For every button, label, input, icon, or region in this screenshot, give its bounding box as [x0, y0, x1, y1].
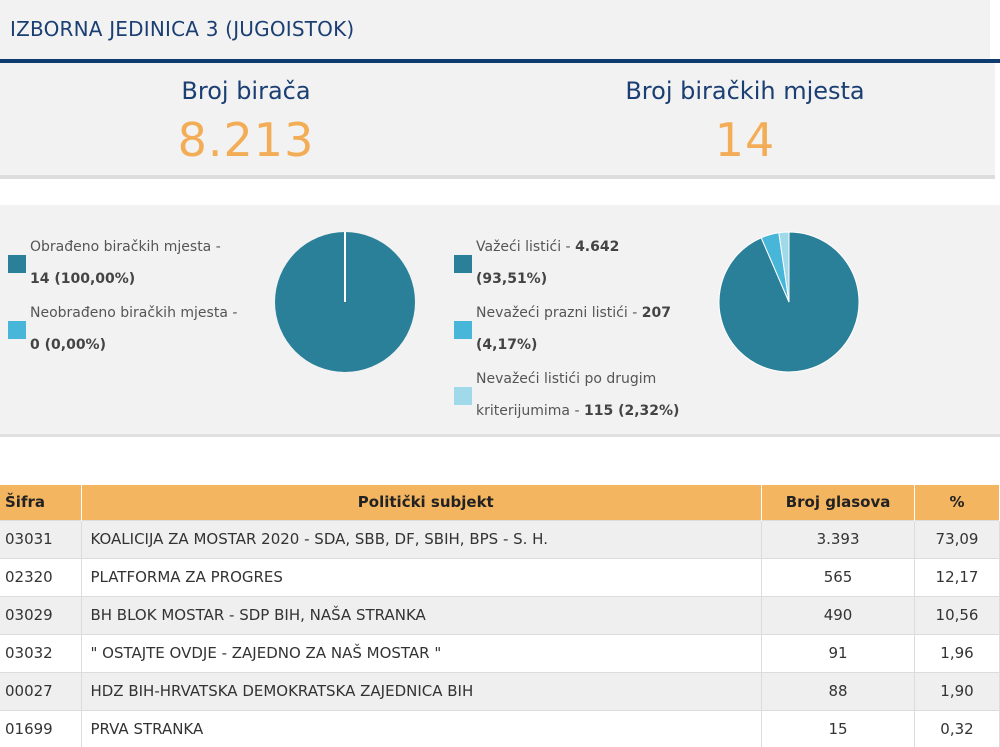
table-row[interactable]: 03031 KOALICIJA ZA MOSTAR 2020 - SDA, SB…	[0, 519, 1000, 558]
page-title: IZBORNA JEDINICA 3 (JUGOISTOK)	[10, 17, 355, 41]
table-row[interactable]: 03029 BH BLOK MOSTAR - SDP BIH, NAŠA STR…	[0, 595, 1000, 634]
row-code: 01699	[0, 709, 83, 747]
row-subject: " OSTAJTE OVDJE - ZAJEDNO ZA NAŠ MOSTAR …	[81, 633, 763, 672]
row-code: 03032	[0, 633, 83, 672]
table-row[interactable]: 03032 " OSTAJTE OVDJE - ZAJEDNO ZA NAŠ M…	[0, 633, 1000, 672]
row-votes: 490	[761, 595, 916, 634]
row-percent: 12,17	[914, 557, 1000, 596]
legend-invalid-empty-percent: (4,17%)	[476, 337, 538, 353]
legend-swatch-invalid-other	[454, 387, 472, 405]
polling-stations-pie-chart	[275, 232, 415, 372]
row-percent: 1,90	[914, 671, 1000, 710]
voters-stat: Broj birača 8.213	[46, 77, 446, 167]
legend-invalid-other-label-2: kriterijumima -	[476, 403, 584, 419]
legend-processed-value: 14 (100,00%)	[30, 271, 136, 287]
legend-swatch-processed	[8, 255, 26, 273]
legend-invalid-other: Nevažeći listići po drugim kriterijumima…	[476, 363, 679, 427]
stats-panel: Broj birača 8.213 Broj biračkih mjesta 1…	[0, 63, 995, 179]
table-row[interactable]: 02320 PLATFORMA ZA PROGRES 565 12,17	[0, 557, 1000, 596]
table-header-row: Šifra Politički subjekt Broj glasova %	[0, 485, 1000, 520]
header-subject[interactable]: Politički subjekt	[81, 485, 763, 520]
row-votes: 3.393	[761, 519, 916, 558]
legend-valid-label: Važeći listići -	[476, 239, 576, 255]
row-percent: 1,96	[914, 633, 1000, 672]
voters-label: Broj birača	[181, 77, 311, 105]
header-panel: IZBORNA JEDINICA 3 (JUGOISTOK)	[0, 0, 990, 60]
polling-stations-label: Broj biračkih mjesta	[625, 77, 865, 105]
row-code: 03031	[0, 519, 83, 558]
row-percent: 10,56	[914, 595, 1000, 634]
legend-invalid-empty-count: 207	[641, 305, 671, 321]
voters-value: 8.213	[177, 113, 315, 167]
summary-charts-panel: Obrađeno biračkih mjesta - 14 (100,00%) …	[0, 205, 1000, 437]
polling-stations-stat: Broj biračkih mjesta 14	[545, 77, 945, 167]
legend-valid-count: 4.642	[575, 239, 620, 255]
legend-processed: Obrađeno biračkih mjesta - 14 (100,00%)	[30, 231, 221, 295]
legend-invalid-empty-label: Nevažeći prazni listići -	[476, 305, 642, 321]
row-code: 02320	[0, 557, 83, 596]
header-votes[interactable]: Broj glasova	[761, 485, 916, 520]
legend-invalid-other-value: 115 (2,32%)	[583, 403, 680, 419]
legend-swatch-unprocessed	[8, 321, 26, 339]
legend-swatch-invalid-empty	[454, 321, 472, 339]
table-row[interactable]: 01699 PRVA STRANKA 15 0,32	[0, 709, 1000, 747]
legend-processed-label: Obrađeno biračkih mjesta -	[30, 239, 221, 255]
header-code[interactable]: Šifra	[0, 485, 83, 520]
row-subject: BH BLOK MOSTAR - SDP BIH, NAŠA STRANKA	[81, 595, 763, 634]
legend-valid-percent: (93,51%)	[476, 271, 548, 287]
row-subject: PLATFORMA ZA PROGRES	[81, 557, 763, 596]
header-divider	[0, 59, 1000, 63]
row-subject: HDZ BIH-HRVATSKA DEMOKRATSKA ZAJEDNICA B…	[81, 671, 763, 710]
row-votes: 565	[761, 557, 916, 596]
legend-swatch-valid	[454, 255, 472, 273]
row-subject: PRVA STRANKA	[81, 709, 763, 747]
results-table: Šifra Politički subjekt Broj glasova % 0…	[0, 485, 1000, 747]
row-code: 03029	[0, 595, 83, 634]
table-row[interactable]: 00027 HDZ BIH-HRVATSKA DEMOKRATSKA ZAJED…	[0, 671, 1000, 710]
legend-valid: Važeći listići - 4.642 (93,51%)	[476, 231, 619, 295]
legend-unprocessed-label: Neobrađeno biračkih mjesta -	[30, 305, 238, 321]
row-votes: 15	[761, 709, 916, 747]
legend-invalid-other-label: Nevažeći listići po drugim	[476, 371, 657, 387]
legend-unprocessed: Neobrađeno biračkih mjesta - 0 (0,00%)	[30, 297, 237, 361]
ballots-pie-chart	[718, 231, 860, 373]
polling-stations-value: 14	[714, 113, 776, 167]
row-percent: 0,32	[914, 709, 1000, 747]
legend-unprocessed-value: 0 (0,00%)	[30, 337, 106, 353]
header-percent[interactable]: %	[914, 485, 1000, 520]
row-votes: 88	[761, 671, 916, 710]
row-subject: KOALICIJA ZA MOSTAR 2020 - SDA, SBB, DF,…	[81, 519, 763, 558]
pie-slice-invalid-other	[778, 231, 790, 303]
row-votes: 91	[761, 633, 916, 672]
legend-invalid-empty: Nevažeći prazni listići - 207 (4,17%)	[476, 297, 671, 361]
row-code: 00027	[0, 671, 83, 710]
row-percent: 73,09	[914, 519, 1000, 558]
